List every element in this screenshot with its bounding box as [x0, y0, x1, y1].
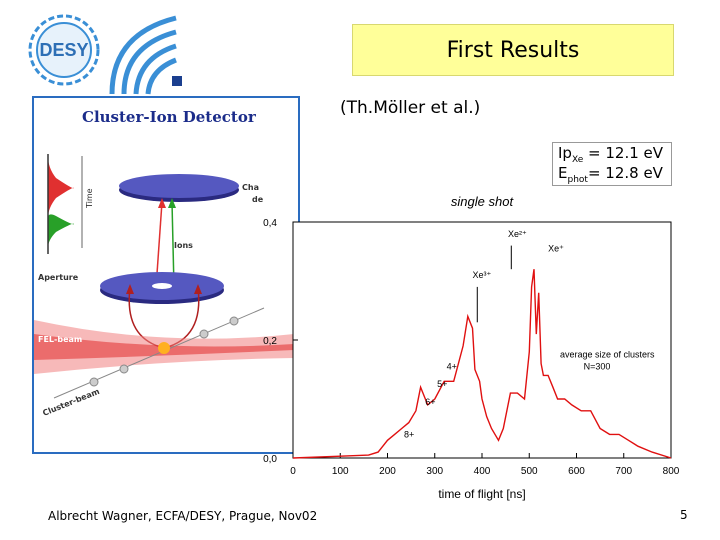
xe-2plus-annotation: Xe²⁺ [508, 229, 527, 239]
channel-plate-label-2: de [252, 195, 264, 204]
charge-8-annotation: 8+ [404, 429, 414, 439]
x-tick-label: 500 [521, 466, 538, 477]
charge-6-annotation: 6+ [425, 397, 435, 407]
detector-diagram-panel: Cluster-Ion Detector Time Cha de Ions Ap… [32, 96, 300, 454]
panel-title: Cluster-Ion Detector [82, 108, 256, 126]
xe-3plus-annotation: Xe³⁺ [473, 270, 492, 280]
ions-label: Ions [174, 241, 193, 250]
explosion-icon [158, 342, 170, 354]
x-tick-label: 300 [426, 466, 443, 477]
red-peak-icon [48, 156, 74, 218]
channel-plate-label: Cha [242, 183, 259, 192]
x-tick-label: 800 [663, 466, 680, 477]
footer-text: Albrecht Wagner, ECFA/DESY, Prague, Nov0… [48, 509, 318, 523]
cluster-n-annotation: N=300 [584, 362, 611, 372]
x-tick-label: 0 [290, 466, 296, 477]
series-line-0 [292, 269, 672, 459]
energy-box [552, 142, 672, 186]
detector-diagram: Time Cha de Ions Aperture FEL-beam [34, 154, 294, 418]
chart-title: single shot [451, 194, 515, 209]
cluster-beam-label: Cluster-beam [41, 387, 100, 418]
xe-plus-annotation: Xe⁺ [548, 244, 564, 254]
x-axis-label: time of flight [ns] [438, 487, 525, 501]
time-axis-label: Time [85, 188, 94, 209]
desy-logo-text: DESY [39, 40, 88, 60]
author-credit: (Th.Möller et al.) [340, 98, 481, 118]
x-tick-label: 700 [615, 466, 632, 477]
desy-square-icon [172, 76, 182, 86]
x-tick-label: 400 [474, 466, 491, 477]
aperture-label: Aperture [38, 273, 79, 282]
desy-ring-icon: DESY [28, 14, 100, 86]
ip-line: IpXe = 12.1 eV [558, 144, 664, 165]
y-tick-label: 0,0 [263, 454, 277, 465]
page-number: 5 [680, 508, 688, 522]
y-tick-label: 0,4 [263, 218, 277, 229]
slide-title: First Results [446, 37, 580, 63]
charge-5-annotation: 5+ [437, 379, 447, 389]
x-tick-label: 600 [568, 466, 585, 477]
x-tick-label: 200 [379, 466, 396, 477]
desy-logo: DESY [28, 14, 182, 95]
slide-title-box: First Results [352, 24, 674, 76]
plot-area [292, 221, 672, 459]
fel-beam-label: FEL-beam [38, 335, 82, 344]
cluster-size-annotation: average size of clusters [560, 350, 655, 360]
charge-4-annotation: 4+ [447, 362, 457, 372]
tof-chart: single shot 0 100 200 300 400 500 600 700 800 0,0… [263, 194, 680, 501]
ephot-line: Ephot= 12.8 eV [558, 164, 663, 185]
green-peak-icon [48, 214, 74, 248]
x-tick-label: 100 [332, 466, 349, 477]
desy-arc-icon [109, 15, 177, 95]
y-tick-label: 0,2 [263, 336, 277, 347]
